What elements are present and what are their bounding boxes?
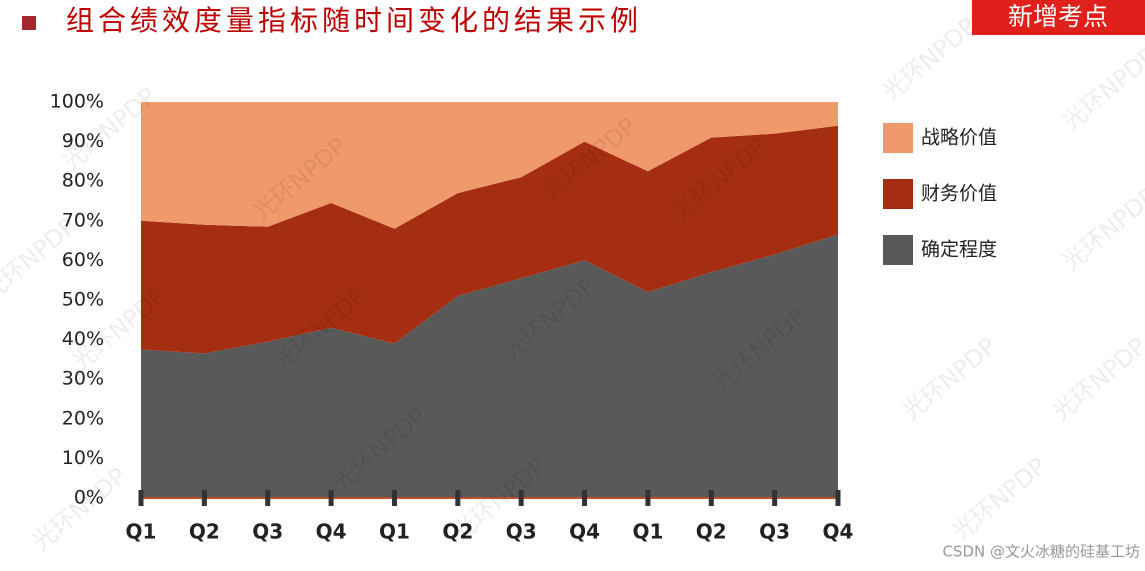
badge-bg bbox=[972, 0, 1145, 35]
x-tick-label: Q4 bbox=[823, 520, 854, 544]
watermark: 光环NPDP bbox=[1057, 42, 1145, 136]
legend-swatch bbox=[883, 123, 913, 153]
legend-swatch bbox=[883, 179, 913, 209]
legend-label: 确定程度 bbox=[921, 239, 997, 261]
watermark: 光环NPDP bbox=[1047, 332, 1145, 426]
x-tick-label: Q2 bbox=[442, 520, 473, 544]
x-tick-label: Q1 bbox=[379, 520, 410, 544]
x-tick-label: Q3 bbox=[759, 520, 790, 544]
watermark: 光环NPDP bbox=[897, 332, 1002, 426]
slide-title: 组合绩效度量指标随时间变化的结果示例 bbox=[66, 4, 642, 37]
watermark: 光环NPDP bbox=[27, 462, 132, 556]
x-tick-label: Q3 bbox=[506, 520, 537, 544]
y-tick-label: 100% bbox=[50, 91, 104, 113]
y-tick-label: 80% bbox=[62, 170, 104, 192]
watermark: 光环NPDP bbox=[877, 12, 982, 106]
legend-label: 战略价值 bbox=[921, 127, 997, 149]
y-tick-label: 70% bbox=[62, 209, 104, 231]
footer-credit: CSDN @文火冰糖的硅基工坊 bbox=[942, 543, 1140, 561]
watermark: 光环NPDP bbox=[947, 452, 1052, 546]
y-tick-label: 50% bbox=[62, 289, 104, 311]
x-tick-label: Q2 bbox=[696, 520, 727, 544]
y-tick-label: 0% bbox=[74, 487, 104, 509]
x-tick-label: Q4 bbox=[569, 520, 600, 544]
x-tick-label: Q1 bbox=[632, 520, 663, 544]
area bbox=[141, 234, 838, 498]
y-tick-label: 10% bbox=[62, 447, 104, 469]
y-tick-label: 40% bbox=[62, 328, 104, 350]
y-tick-label: 60% bbox=[62, 249, 104, 271]
legend-swatch bbox=[883, 235, 913, 265]
y-tick-label: 30% bbox=[62, 368, 104, 390]
area bbox=[141, 102, 838, 229]
x-tick-label: Q1 bbox=[126, 520, 157, 544]
y-tick-label: 90% bbox=[62, 130, 104, 152]
title-marker bbox=[22, 16, 36, 30]
legend-label: 财务价值 bbox=[921, 183, 997, 205]
y-tick-label: 20% bbox=[62, 407, 104, 429]
x-tick-label: Q4 bbox=[316, 520, 347, 544]
x-tick-label: Q2 bbox=[189, 520, 220, 544]
x-tick-label: Q3 bbox=[252, 520, 283, 544]
area bbox=[141, 125, 838, 354]
badge: 新增考点 bbox=[1008, 2, 1108, 31]
watermark: 光环NPDP bbox=[1057, 182, 1145, 276]
